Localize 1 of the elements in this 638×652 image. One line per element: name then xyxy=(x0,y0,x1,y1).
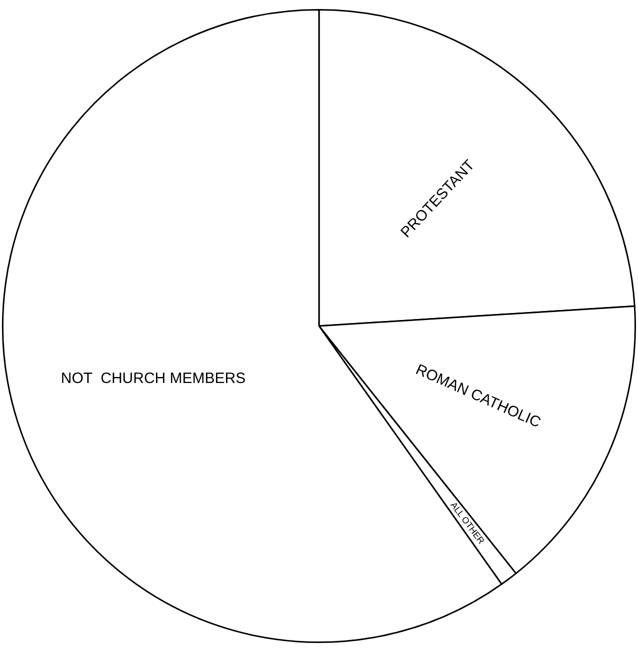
slice-label: NOT CHURCH MEMBERS xyxy=(60,370,246,387)
